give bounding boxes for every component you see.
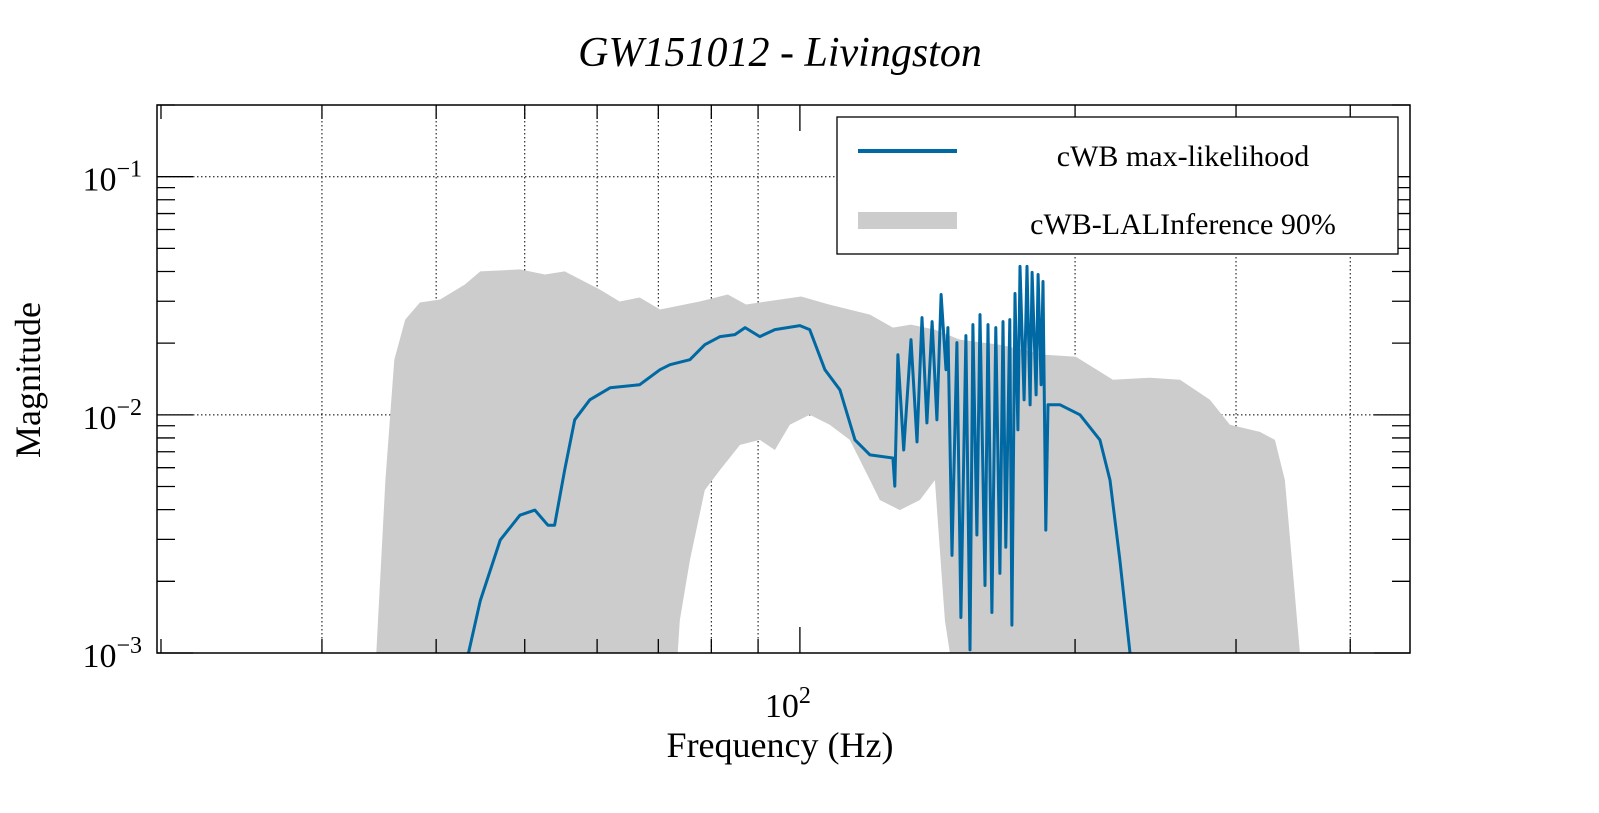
y-tick-label: 10−2 [82, 395, 142, 437]
y-axis-label: Magnitude [8, 302, 48, 458]
confidence-band-90 [376, 269, 1300, 653]
plot-marks [376, 264, 1300, 653]
chart-title: GW151012 - Livingston [578, 30, 982, 76]
legend-box [836, 116, 1399, 255]
y-tick-label: 10−1 [82, 157, 142, 199]
x-axis-label: Frequency (Hz) [667, 725, 894, 765]
plot-frame [156, 104, 1411, 654]
x-tick-label: 102 [765, 683, 811, 725]
tick-labels: 102 10−1 10−2 10−3 [82, 157, 810, 725]
legend-label-max-likelihood: cWB max-likelihood [1057, 140, 1309, 173]
legend-label-90-percent-band: cWB-LALInference 90% [1030, 208, 1336, 241]
legend: cWB max-likelihood cWB-LALInference 90% [836, 116, 1399, 255]
y-tick-label: 10−3 [82, 633, 142, 675]
legend-swatch-90-percent-band [858, 212, 957, 229]
max-likelihood-line [467, 264, 1132, 653]
